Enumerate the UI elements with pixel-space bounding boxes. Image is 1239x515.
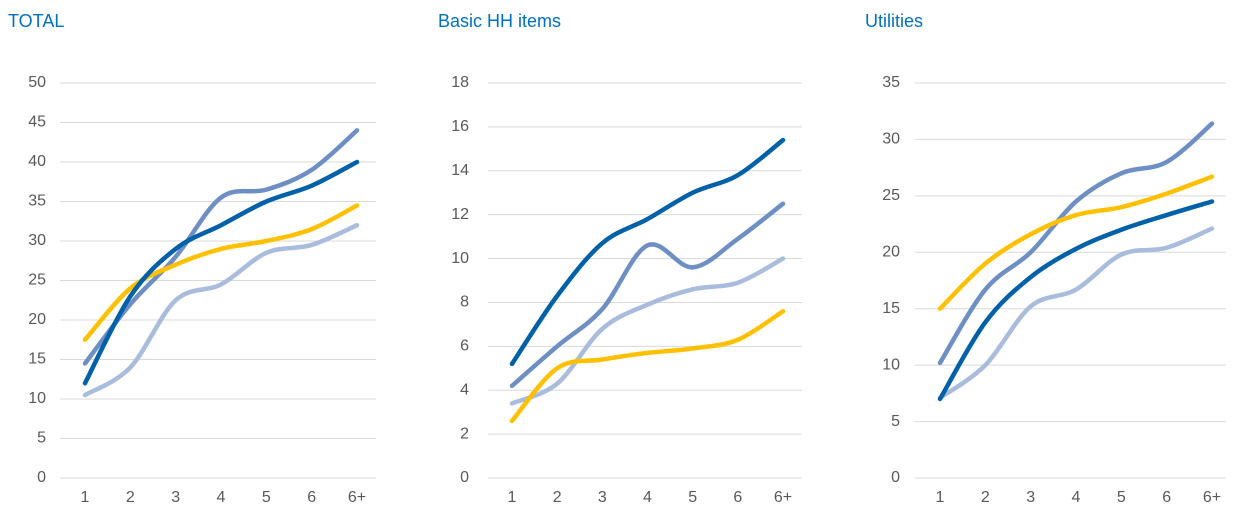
x-tick-label: 2 bbox=[981, 489, 990, 506]
x-tick-label: 5 bbox=[1117, 489, 1126, 506]
chart-title: Utilities bbox=[865, 11, 923, 31]
y-tick-label: 35 bbox=[28, 193, 46, 210]
y-tick-label: 5 bbox=[37, 430, 46, 447]
x-tick-label: 1 bbox=[81, 489, 90, 506]
y-tick-label: 10 bbox=[28, 390, 46, 407]
y-tick-label: 35 bbox=[882, 74, 900, 91]
x-tick-label: 5 bbox=[688, 489, 697, 506]
series-line bbox=[937, 199, 1215, 402]
y-tick-label: 20 bbox=[882, 244, 900, 261]
y-tick-label: 12 bbox=[451, 206, 469, 223]
series-line bbox=[82, 159, 360, 386]
y-tick-label: 50 bbox=[28, 74, 46, 91]
x-tick-label: 1 bbox=[936, 489, 945, 506]
y-tick-label: 0 bbox=[891, 469, 900, 486]
x-tick-label: 6+ bbox=[774, 489, 792, 506]
y-tick-label: 14 bbox=[451, 162, 469, 179]
y-tick-label: 30 bbox=[28, 232, 46, 249]
y-tick-label: 0 bbox=[460, 469, 469, 486]
x-tick-label: 4 bbox=[217, 489, 226, 506]
x-tick-label: 1 bbox=[508, 489, 517, 506]
chart-title: Basic HH items bbox=[438, 11, 561, 31]
y-tick-label: 6 bbox=[460, 338, 469, 355]
series-line bbox=[82, 203, 360, 342]
x-tick-label: 3 bbox=[171, 489, 180, 506]
y-tick-label: 40 bbox=[28, 153, 46, 170]
series-line bbox=[509, 201, 786, 389]
y-tick-label: 2 bbox=[460, 425, 469, 442]
x-tick-label: 6 bbox=[733, 489, 742, 506]
x-tick-label: 6+ bbox=[1203, 489, 1221, 506]
series-line bbox=[82, 222, 360, 398]
x-tick-label: 2 bbox=[553, 489, 562, 506]
x-tick-label: 5 bbox=[262, 489, 271, 506]
y-tick-label: 10 bbox=[882, 356, 900, 373]
x-tick-label: 6 bbox=[1162, 489, 1171, 506]
series-line bbox=[82, 128, 360, 366]
series-line bbox=[509, 137, 786, 367]
y-tick-label: 25 bbox=[882, 187, 900, 204]
y-tick-label: 18 bbox=[451, 74, 469, 91]
x-tick-label: 3 bbox=[1026, 489, 1035, 506]
y-tick-label: 15 bbox=[882, 300, 900, 317]
y-tick-label: 8 bbox=[460, 294, 469, 311]
chart-title: TOTAL bbox=[8, 11, 64, 31]
y-tick-label: 5 bbox=[891, 413, 900, 430]
y-tick-label: 45 bbox=[28, 114, 46, 131]
x-tick-label: 2 bbox=[126, 489, 135, 506]
series-line bbox=[937, 174, 1215, 311]
series-line bbox=[937, 226, 1215, 401]
x-tick-label: 6 bbox=[307, 489, 316, 506]
series-line bbox=[509, 308, 786, 424]
series-line bbox=[937, 121, 1215, 366]
x-tick-label: 6+ bbox=[348, 489, 366, 506]
x-tick-label: 3 bbox=[598, 489, 607, 506]
y-tick-label: 25 bbox=[28, 272, 46, 289]
y-tick-label: 0 bbox=[37, 469, 46, 486]
y-tick-label: 10 bbox=[451, 250, 469, 267]
series-line bbox=[509, 256, 786, 406]
y-tick-label: 4 bbox=[460, 381, 469, 398]
y-tick-label: 20 bbox=[28, 311, 46, 328]
x-tick-label: 4 bbox=[643, 489, 652, 506]
y-tick-label: 30 bbox=[882, 131, 900, 148]
y-tick-label: 15 bbox=[28, 351, 46, 368]
y-tick-label: 16 bbox=[451, 118, 469, 135]
x-tick-label: 4 bbox=[1072, 489, 1081, 506]
